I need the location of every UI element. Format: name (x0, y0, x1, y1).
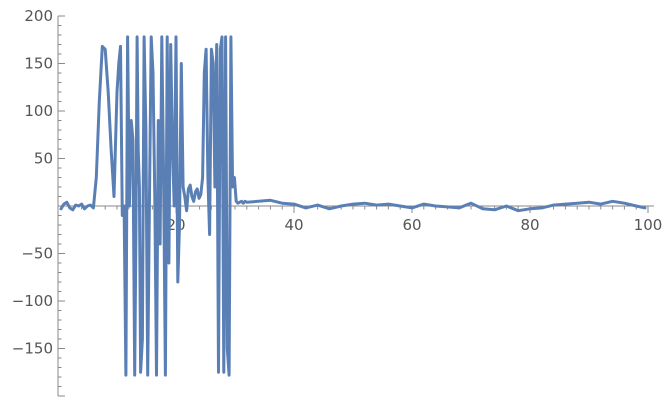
y-tick-label: −50 (21, 245, 53, 263)
y-tick-label: −100 (12, 292, 53, 310)
series-group (59, 35, 647, 377)
x-tick-label: 60 (402, 216, 421, 234)
y-tick-label: 200 (24, 7, 53, 25)
x-tick-label: 40 (284, 216, 303, 234)
x-tick-label: 80 (520, 216, 539, 234)
y-tick-label: 100 (24, 102, 53, 120)
y-tick-label: 50 (34, 150, 53, 168)
y-tick-label: −150 (12, 340, 53, 358)
x-tick-label: 100 (634, 216, 663, 234)
y-tick-label: 150 (24, 55, 53, 73)
series-line (59, 35, 647, 377)
